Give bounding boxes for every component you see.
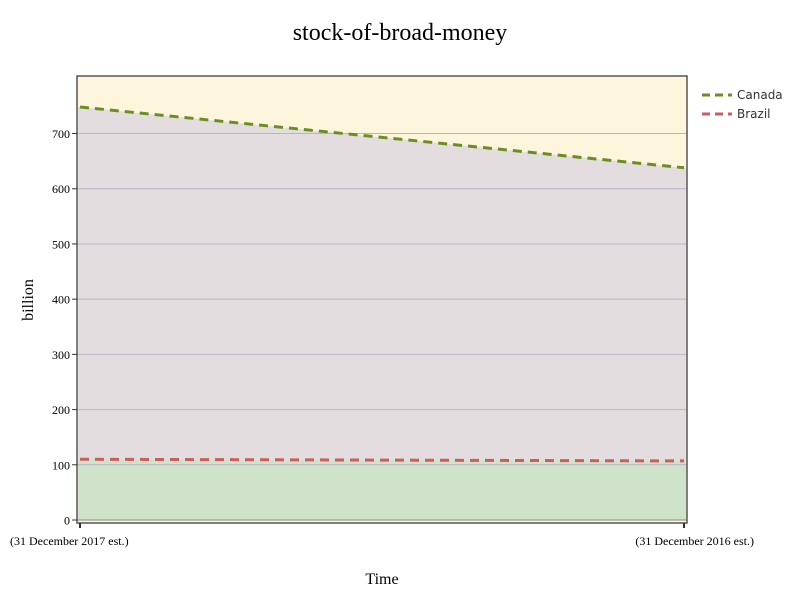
series-fills xyxy=(78,107,686,520)
legend-label-canada: Canada xyxy=(737,88,783,102)
series-lines xyxy=(79,105,685,463)
series-fill-brazil xyxy=(78,459,686,520)
series-line-brazil xyxy=(79,457,685,463)
x-axis-label: Time xyxy=(365,571,398,588)
y-tick-label-200: 200 xyxy=(52,403,70,417)
y-tick-label-400: 400 xyxy=(52,293,70,307)
legend: Canada Brazil xyxy=(702,88,783,121)
legend-label-brazil: Brazil xyxy=(737,107,771,121)
chart-title: stock-of-broad-money xyxy=(293,20,508,46)
y-tick-label-0: 0 xyxy=(64,514,70,528)
series-line-canada xyxy=(79,105,685,170)
x-tick-label-0: (31 December 2017 est.) xyxy=(10,534,129,548)
series-fill-canada xyxy=(78,107,686,520)
y-axis-label: billion xyxy=(20,279,37,321)
y-tick-label-700: 700 xyxy=(52,127,70,141)
x-axis-ticks: (31 December 2017 est.) (31 December 2016… xyxy=(10,523,754,548)
y-tick-label-100: 100 xyxy=(52,458,70,472)
y-axis-ticks: 0 100 200 300 400 500 600 700 xyxy=(52,127,77,528)
y-tick-label-600: 600 xyxy=(52,182,70,196)
x-tick-label-1: (31 December 2016 est.) xyxy=(635,534,754,548)
gridlines xyxy=(77,133,687,521)
y-tick-label-500: 500 xyxy=(52,237,70,251)
y-tick-label-300: 300 xyxy=(52,348,70,362)
